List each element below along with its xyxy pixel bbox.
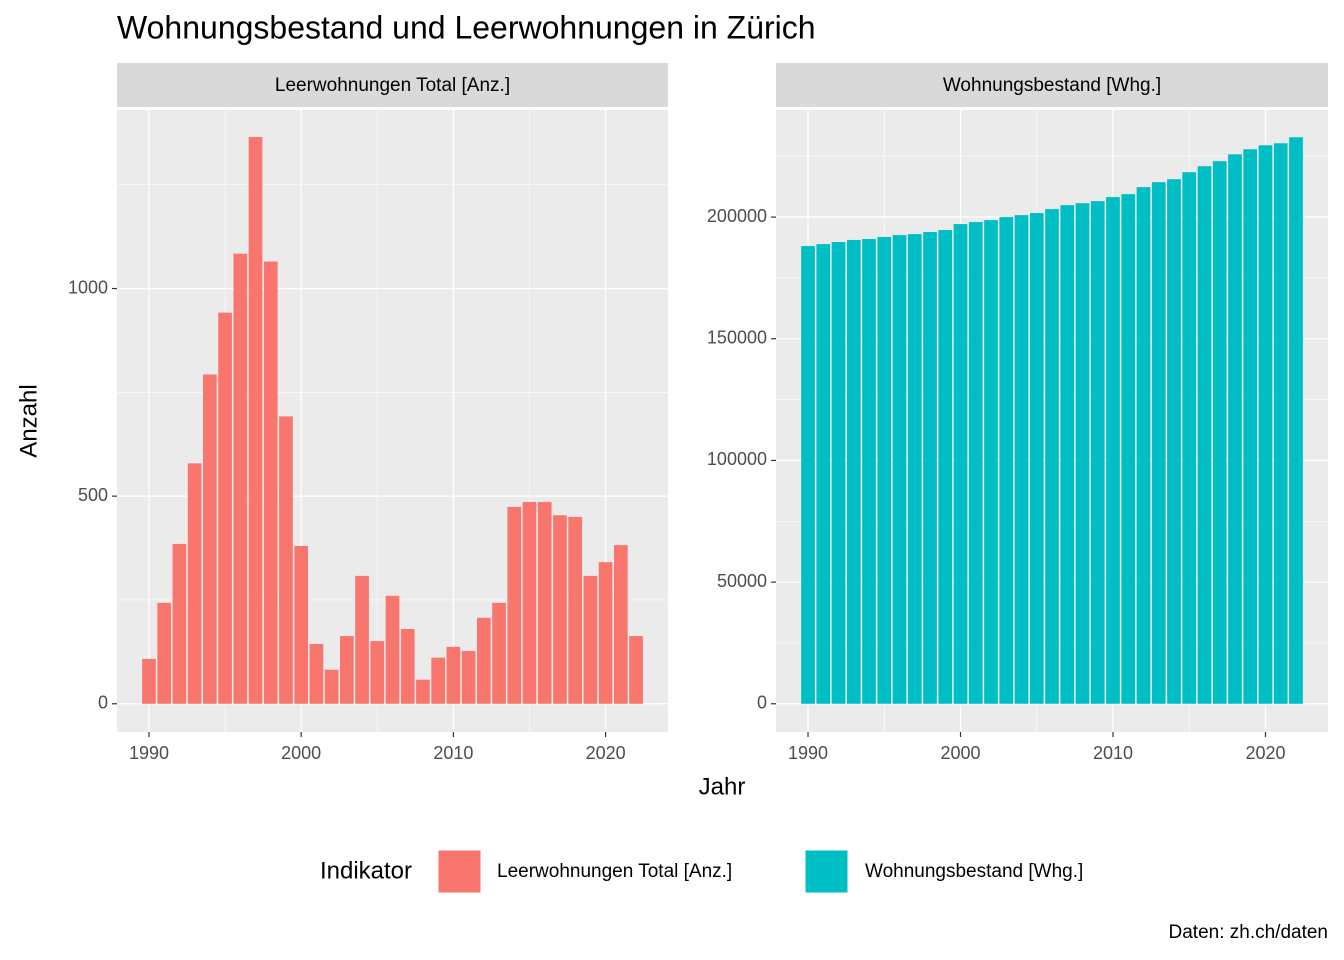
bar bbox=[613, 545, 628, 704]
bar bbox=[294, 545, 309, 704]
bar bbox=[309, 643, 324, 704]
facet-strip-label: Leerwohnungen Total [Anz.] bbox=[275, 75, 510, 96]
bar bbox=[248, 136, 263, 704]
bar bbox=[1258, 145, 1273, 704]
x-tick-label: 2010 bbox=[1093, 743, 1133, 763]
bar bbox=[816, 244, 831, 704]
y-tick-label: 500 bbox=[78, 485, 108, 505]
bar bbox=[446, 646, 461, 704]
bar bbox=[862, 238, 876, 704]
bar bbox=[1228, 154, 1242, 704]
bar bbox=[598, 562, 613, 704]
bar bbox=[1060, 205, 1075, 704]
bar bbox=[801, 246, 815, 704]
x-tick-label: 1990 bbox=[129, 743, 169, 763]
bar bbox=[507, 506, 522, 704]
y-tick-label: 0 bbox=[98, 693, 108, 713]
bar bbox=[568, 516, 583, 704]
y-tick-label: 150000 bbox=[707, 327, 767, 347]
legend-label: Wohnungsbestand [Whg.] bbox=[865, 861, 1083, 882]
facet-strip bbox=[117, 63, 668, 107]
bar bbox=[1243, 149, 1258, 704]
x-tick-label: 2000 bbox=[281, 743, 321, 763]
bar bbox=[187, 463, 202, 704]
bar bbox=[1151, 182, 1166, 704]
bar bbox=[1045, 209, 1059, 704]
bar bbox=[968, 222, 983, 704]
bar bbox=[157, 602, 172, 704]
x-axis-label: Jahr bbox=[699, 773, 746, 800]
bar bbox=[431, 657, 446, 704]
bar bbox=[907, 234, 922, 704]
bar bbox=[1212, 161, 1227, 704]
bar bbox=[1090, 201, 1105, 704]
bar bbox=[877, 237, 892, 704]
bar bbox=[263, 261, 278, 704]
y-axis-label: Anzahl bbox=[15, 384, 42, 457]
bar bbox=[892, 235, 907, 704]
bar bbox=[831, 242, 846, 704]
bar bbox=[583, 575, 598, 704]
bar bbox=[1167, 179, 1181, 704]
bar bbox=[953, 224, 968, 704]
y-tick-label: 200000 bbox=[707, 206, 767, 226]
x-tick-label: 2000 bbox=[940, 743, 980, 763]
bar bbox=[324, 669, 339, 704]
y-tick-label: 1000 bbox=[68, 277, 108, 297]
y-tick-label: 100000 bbox=[707, 449, 767, 469]
bar bbox=[355, 575, 369, 704]
x-tick-label: 2020 bbox=[586, 743, 626, 763]
bar bbox=[629, 636, 643, 704]
bar bbox=[339, 636, 354, 704]
bar bbox=[1136, 187, 1151, 704]
bar bbox=[984, 220, 998, 704]
bar bbox=[1029, 213, 1044, 704]
bar bbox=[1106, 197, 1120, 704]
legend-key bbox=[437, 849, 482, 894]
bar bbox=[1182, 172, 1197, 704]
y-tick-label: 50000 bbox=[717, 571, 767, 591]
bar bbox=[172, 543, 187, 704]
legend-label: Leerwohnungen Total [Anz.] bbox=[497, 861, 732, 882]
bar bbox=[142, 658, 156, 704]
x-tick-label: 1990 bbox=[788, 743, 828, 763]
bar bbox=[553, 515, 567, 704]
bar bbox=[999, 217, 1014, 704]
bar bbox=[279, 416, 293, 704]
legend-title: Indikator bbox=[320, 857, 412, 884]
legend-key bbox=[804, 849, 849, 894]
caption: Daten: zh.ch/daten bbox=[1169, 922, 1329, 943]
bar bbox=[202, 374, 217, 704]
bar bbox=[522, 501, 537, 704]
bar bbox=[1121, 194, 1136, 704]
bar bbox=[476, 617, 491, 704]
bar bbox=[1273, 143, 1288, 704]
bar bbox=[1014, 215, 1029, 704]
bar bbox=[1289, 137, 1303, 704]
bar bbox=[1197, 166, 1212, 704]
bar bbox=[400, 629, 415, 704]
bar bbox=[492, 602, 506, 704]
facet-strip bbox=[776, 63, 1328, 107]
bar bbox=[385, 595, 400, 704]
chart-title: Wohnungsbestand und Leerwohnungen in Zür… bbox=[117, 9, 816, 45]
x-tick-label: 2020 bbox=[1245, 743, 1285, 763]
x-tick-label: 2010 bbox=[433, 743, 473, 763]
bar bbox=[923, 232, 937, 704]
facet-strip-label: Wohnungsbestand [Whg.] bbox=[943, 75, 1161, 96]
bar bbox=[416, 679, 430, 704]
bar bbox=[537, 501, 552, 704]
bar bbox=[846, 239, 861, 704]
y-tick-label: 0 bbox=[757, 693, 767, 713]
bar bbox=[1075, 203, 1090, 704]
bar bbox=[218, 312, 232, 704]
bar bbox=[233, 253, 248, 704]
bar bbox=[461, 651, 476, 704]
bar bbox=[938, 230, 953, 704]
bar bbox=[370, 641, 385, 704]
